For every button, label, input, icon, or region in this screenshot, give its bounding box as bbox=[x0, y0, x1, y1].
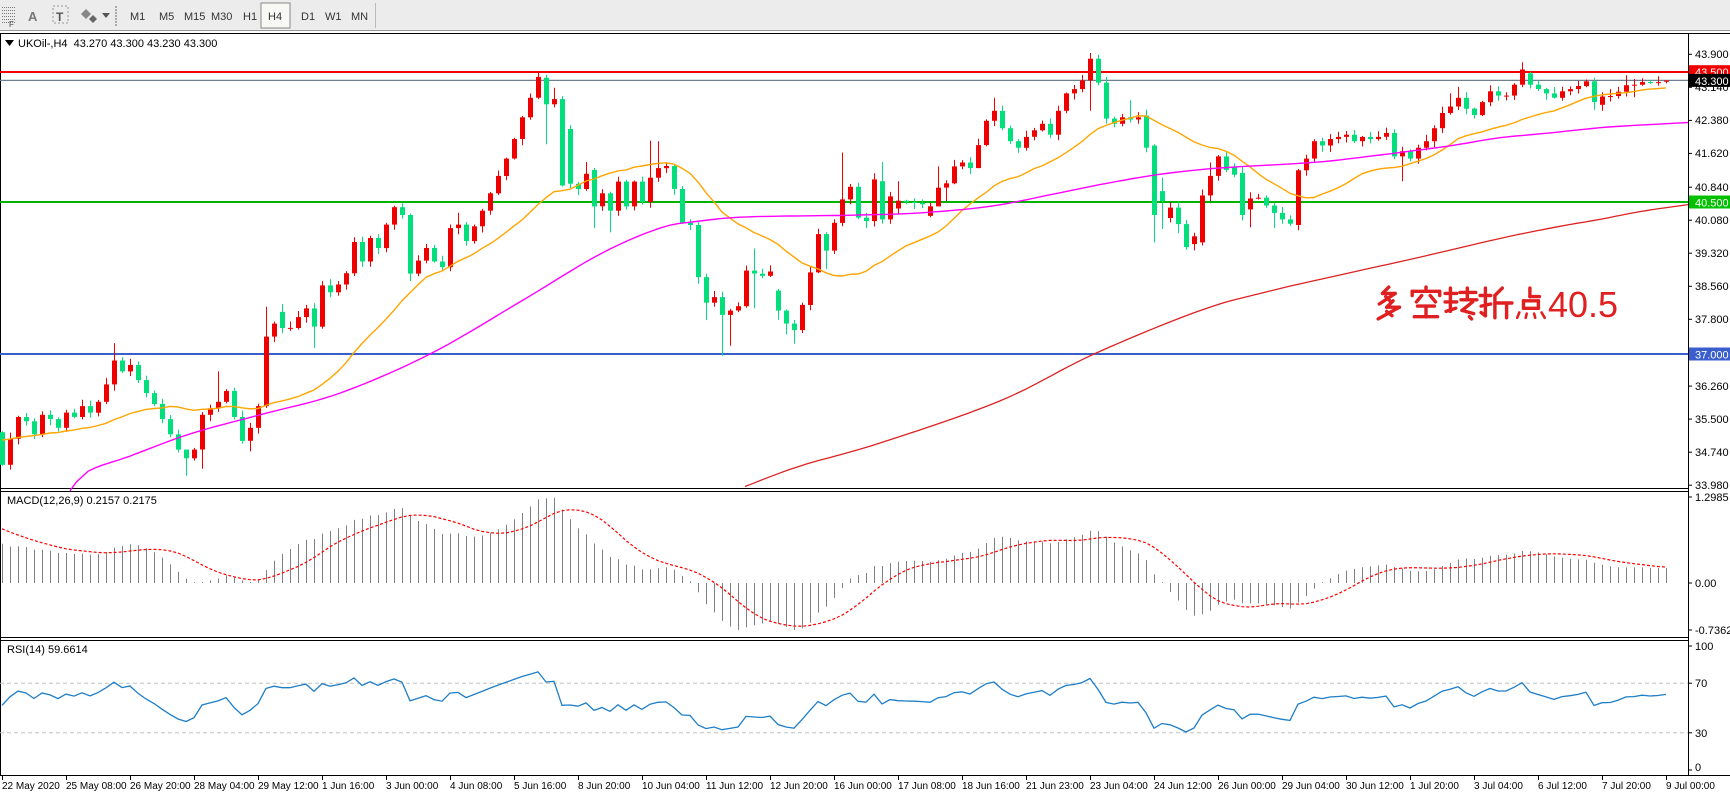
svg-text:H1: H1 bbox=[243, 11, 257, 23]
svg-text:M30: M30 bbox=[211, 11, 232, 23]
svg-text:34.740: 34.740 bbox=[1695, 447, 1729, 459]
svg-text:D1: D1 bbox=[301, 11, 315, 23]
svg-text:26 Jun 00:00: 26 Jun 00:00 bbox=[1218, 781, 1276, 792]
svg-text:10 Jun 04:00: 10 Jun 04:00 bbox=[642, 781, 700, 792]
svg-text:M15: M15 bbox=[184, 11, 205, 23]
svg-text:MN: MN bbox=[351, 11, 368, 23]
svg-text:H4: H4 bbox=[268, 11, 282, 23]
svg-text:30: 30 bbox=[1695, 728, 1707, 740]
svg-text:M1: M1 bbox=[130, 11, 145, 23]
svg-text:16 Jun 00:00: 16 Jun 00:00 bbox=[834, 781, 892, 792]
svg-text:38.560: 38.560 bbox=[1695, 281, 1729, 293]
svg-text:1.2985: 1.2985 bbox=[1695, 492, 1729, 504]
svg-text:28 May 04:00: 28 May 04:00 bbox=[194, 781, 255, 792]
svg-text:43.900: 43.900 bbox=[1695, 49, 1729, 61]
svg-text:17 Jun 08:00: 17 Jun 08:00 bbox=[898, 781, 956, 792]
svg-text:29 Jun 04:00: 29 Jun 04:00 bbox=[1282, 781, 1340, 792]
svg-text:12 Jun 20:00: 12 Jun 20:00 bbox=[770, 781, 828, 792]
svg-text:30 Jun 12:00: 30 Jun 12:00 bbox=[1346, 781, 1404, 792]
svg-text:36.260: 36.260 bbox=[1695, 381, 1729, 393]
svg-text:26 May 20:00: 26 May 20:00 bbox=[130, 781, 191, 792]
svg-text:6 Jul 12:00: 6 Jul 12:00 bbox=[1538, 781, 1587, 792]
svg-text:0: 0 bbox=[1695, 762, 1701, 774]
svg-text:M5: M5 bbox=[159, 11, 174, 23]
svg-text:-0.7362: -0.7362 bbox=[1695, 625, 1730, 637]
svg-text:11 Jun 12:00: 11 Jun 12:00 bbox=[706, 781, 764, 792]
svg-text:3 Jun 00:00: 3 Jun 00:00 bbox=[386, 781, 439, 792]
svg-text:9 Jul 00:00: 9 Jul 00:00 bbox=[1666, 781, 1715, 792]
svg-text:33.980: 33.980 bbox=[1695, 480, 1729, 492]
svg-text:22 May 2020: 22 May 2020 bbox=[2, 781, 60, 792]
svg-text:W1: W1 bbox=[325, 11, 342, 23]
svg-text:42.380: 42.380 bbox=[1695, 115, 1729, 127]
svg-text:18 Jun 16:00: 18 Jun 16:00 bbox=[962, 781, 1020, 792]
svg-text:35.500: 35.500 bbox=[1695, 414, 1729, 426]
svg-text:37.800: 37.800 bbox=[1695, 314, 1729, 326]
svg-text:24 Jun 12:00: 24 Jun 12:00 bbox=[1154, 781, 1212, 792]
svg-text:39.320: 39.320 bbox=[1695, 248, 1729, 260]
svg-text:43.300: 43.300 bbox=[1695, 76, 1729, 88]
svg-text:41.620: 41.620 bbox=[1695, 148, 1729, 160]
svg-text:7 Jul 20:00: 7 Jul 20:00 bbox=[1602, 781, 1651, 792]
svg-text:3 Jul 04:00: 3 Jul 04:00 bbox=[1474, 781, 1523, 792]
svg-text:0.00: 0.00 bbox=[1695, 578, 1716, 590]
svg-text:40.5: 40.5 bbox=[1548, 284, 1618, 325]
svg-text:F: F bbox=[9, 20, 14, 29]
svg-text:5 Jun 16:00: 5 Jun 16:00 bbox=[514, 781, 567, 792]
svg-text:8 Jun 20:00: 8 Jun 20:00 bbox=[578, 781, 631, 792]
svg-text:RSI(14) 59.6614: RSI(14) 59.6614 bbox=[7, 644, 88, 656]
svg-text:29 May 12:00: 29 May 12:00 bbox=[258, 781, 319, 792]
svg-text:A: A bbox=[28, 9, 38, 24]
svg-text:21 Jun 23:00: 21 Jun 23:00 bbox=[1026, 781, 1084, 792]
svg-text:37.000: 37.000 bbox=[1695, 350, 1729, 362]
svg-text:MACD(12,26,9) 0.2157 0.2175: MACD(12,26,9) 0.2157 0.2175 bbox=[7, 495, 157, 507]
svg-text:4 Jun 08:00: 4 Jun 08:00 bbox=[450, 781, 503, 792]
svg-text:40.500: 40.500 bbox=[1695, 198, 1729, 210]
svg-text:40.080: 40.080 bbox=[1695, 215, 1729, 227]
svg-text:1 Jul 20:00: 1 Jul 20:00 bbox=[1410, 781, 1459, 792]
svg-text:40.840: 40.840 bbox=[1695, 182, 1729, 194]
svg-text:25 May 08:00: 25 May 08:00 bbox=[66, 781, 127, 792]
svg-text:100: 100 bbox=[1695, 641, 1713, 653]
svg-text:23 Jun 04:00: 23 Jun 04:00 bbox=[1090, 781, 1148, 792]
svg-text:70: 70 bbox=[1695, 678, 1707, 690]
svg-text:1 Jun 16:00: 1 Jun 16:00 bbox=[322, 781, 375, 792]
svg-text:UKOil-,H4 43.270 43.300 43.23: UKOil-,H4 43.270 43.300 43.230 43.300 bbox=[18, 38, 217, 50]
svg-text:T: T bbox=[56, 10, 64, 24]
